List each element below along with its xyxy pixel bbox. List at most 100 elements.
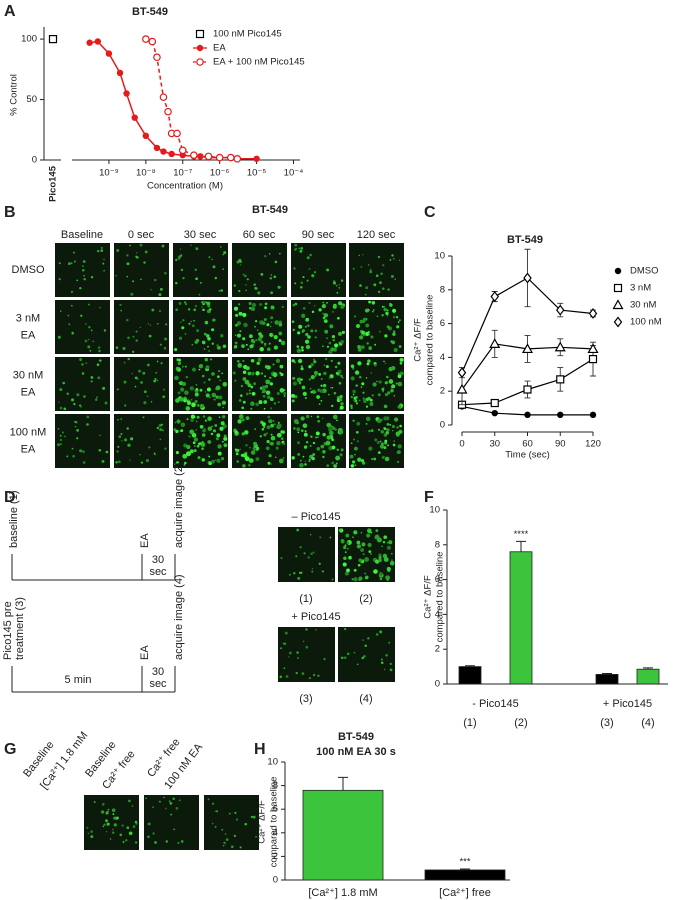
cell-spot <box>288 573 291 576</box>
row-label: 100 nM <box>10 426 47 438</box>
marker <box>554 341 566 352</box>
cell-spot <box>100 810 105 814</box>
cell-spot <box>292 303 296 307</box>
cell-spot <box>239 846 242 849</box>
cell-spot <box>58 401 60 403</box>
cell-spot <box>123 361 126 364</box>
cell-spot <box>304 430 307 433</box>
cell-spot <box>217 345 221 350</box>
cell-spot <box>122 841 125 843</box>
cell-spot <box>309 444 312 447</box>
cell-spot <box>248 389 251 392</box>
micrograph <box>278 627 335 682</box>
marker <box>123 90 130 97</box>
cell-spot <box>206 334 210 338</box>
marker <box>164 107 172 116</box>
cell-spot <box>183 464 186 466</box>
cell-spot <box>88 326 91 329</box>
cell-spot <box>154 453 156 456</box>
cell-spot <box>266 432 268 435</box>
cell-spot <box>258 400 263 405</box>
cell-spot <box>205 393 210 398</box>
cell-spot <box>174 463 176 466</box>
cell-spot <box>356 540 361 545</box>
cell-spot <box>298 247 300 250</box>
cell-spot <box>242 359 245 363</box>
cell-spot <box>219 379 221 382</box>
cell-spot <box>297 331 301 335</box>
cell-spot <box>300 281 304 285</box>
cell-spot <box>163 796 165 799</box>
cell-spot <box>323 364 326 367</box>
cell-spot <box>346 652 350 656</box>
cell-spot <box>254 428 257 430</box>
cell-spot <box>240 385 243 388</box>
cell-spot <box>310 329 314 333</box>
cell-spot <box>200 442 206 447</box>
cell-spot <box>79 449 83 453</box>
cell-spot <box>369 401 374 407</box>
cell-spot <box>350 364 355 369</box>
cell-spot <box>322 301 325 304</box>
cell-spot <box>188 322 191 325</box>
cell-spot <box>250 306 256 312</box>
cell-spot <box>247 371 252 376</box>
marker <box>588 354 598 364</box>
cell-spot <box>186 451 191 457</box>
legend-label: 100 nM <box>630 317 662 328</box>
cell-spot <box>194 304 198 308</box>
timeline-label: 5 min <box>65 674 92 686</box>
cell-spot <box>262 394 266 398</box>
cell-spot <box>311 456 315 461</box>
cell-spot <box>210 432 214 436</box>
cell-spot <box>338 287 341 289</box>
cell-spot <box>175 258 178 262</box>
marker <box>153 144 161 152</box>
marker <box>160 148 167 155</box>
marker <box>456 383 468 394</box>
cell-spot <box>72 455 75 458</box>
marker <box>142 35 150 43</box>
cell-spot <box>297 441 300 445</box>
cell-spot <box>356 421 361 426</box>
bar <box>424 869 506 881</box>
y-tick-label: 0 <box>440 420 445 431</box>
cell-spot <box>365 416 371 422</box>
cell-spot <box>270 463 273 465</box>
cell-spot <box>383 305 386 308</box>
cell-spot <box>301 348 304 352</box>
timeline-label: baseline (1) <box>8 491 20 548</box>
cell-spot <box>245 416 250 420</box>
cell-spot <box>215 395 219 399</box>
cell-spot <box>335 455 341 461</box>
cell-spot <box>333 464 337 468</box>
cell-spot <box>81 372 85 375</box>
cell-spot <box>144 250 148 254</box>
cell-spot <box>90 830 93 833</box>
cell-spot <box>260 372 263 375</box>
y-tick-label: 4 <box>435 609 440 620</box>
timeline-label: acquire image (2) <box>173 462 185 548</box>
cell-spot <box>391 254 394 257</box>
cell-spot <box>340 656 344 660</box>
cell-spot <box>182 453 188 459</box>
cell-spot <box>263 425 266 429</box>
cell-spot <box>320 384 323 387</box>
cell-spot <box>204 391 207 393</box>
cell-spot <box>373 569 378 574</box>
cell-spot <box>182 382 186 386</box>
cell-spot <box>380 661 384 665</box>
cell-spot <box>266 440 270 444</box>
cell-spot <box>390 274 394 278</box>
cell-spot <box>214 276 217 280</box>
cell-spot <box>234 430 238 434</box>
legend-marker <box>613 316 623 328</box>
cell-spot <box>299 249 303 253</box>
cell-spot <box>59 406 63 410</box>
cell-spot <box>83 395 86 398</box>
cell-spot <box>344 544 347 547</box>
cell-spot <box>274 260 278 264</box>
cell-spot <box>328 393 330 396</box>
cell-spot <box>113 823 117 827</box>
cell-spot <box>164 337 168 341</box>
